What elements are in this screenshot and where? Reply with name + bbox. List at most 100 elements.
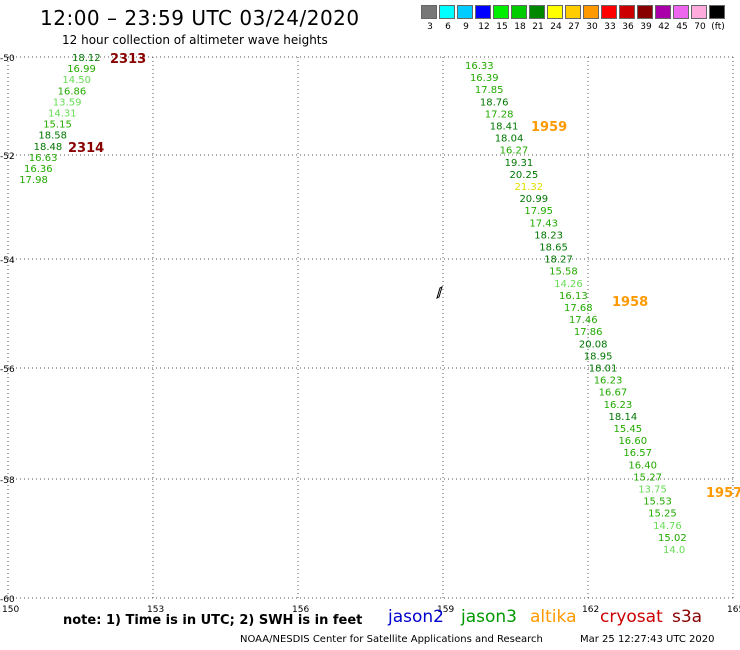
pass-time-label: 1959 bbox=[531, 120, 567, 135]
pass-time-label: 1957 bbox=[706, 486, 740, 501]
scale-label: 9 bbox=[463, 22, 469, 32]
swh-value-label: 16.57 bbox=[623, 448, 652, 459]
legend-s3a: s3a bbox=[672, 607, 703, 627]
scale-label: 39 bbox=[640, 22, 652, 32]
swh-value-label: 18.12 bbox=[72, 53, 101, 64]
scale-label: 30 bbox=[586, 22, 598, 32]
swh-value-label: 14.26 bbox=[554, 279, 583, 290]
scale-label: 12 bbox=[478, 22, 490, 32]
credit-line: NOAA/NESDIS Center for Satellite Applica… bbox=[240, 634, 543, 645]
scale-swatch bbox=[493, 5, 509, 19]
scale-swatch bbox=[421, 5, 437, 19]
swh-value-label: 16.39 bbox=[470, 73, 499, 84]
swh-value-label: 15.25 bbox=[648, 509, 677, 520]
scale-swatch bbox=[547, 5, 563, 19]
scale-swatch bbox=[457, 5, 473, 19]
swh-value-label: 14.0 bbox=[663, 545, 685, 556]
swh-value-label: 18.14 bbox=[609, 412, 638, 423]
swh-value-label: 18.01 bbox=[589, 364, 618, 375]
swh-value-label: 16.67 bbox=[599, 388, 628, 399]
swh-value-label: 18.48 bbox=[34, 142, 63, 153]
island-outline bbox=[436, 286, 443, 299]
scale-swatch bbox=[439, 5, 455, 19]
scale-label: 36 bbox=[622, 22, 634, 32]
scale-label: 70 bbox=[694, 22, 706, 32]
swh-value-label: 18.58 bbox=[38, 131, 67, 142]
swh-value-label: 17.68 bbox=[564, 303, 593, 314]
scale-label: 3 bbox=[427, 22, 433, 32]
scale-swatch bbox=[655, 5, 671, 19]
color-scale-bar bbox=[421, 5, 727, 19]
lat-tick-label: -52 bbox=[0, 152, 15, 162]
lon-tick-label: 150 bbox=[2, 605, 19, 615]
scale-swatch bbox=[637, 5, 653, 19]
lat-tick-label: -58 bbox=[0, 476, 15, 486]
lon-tick-label: 165 bbox=[727, 605, 740, 615]
swh-value-label: 14.31 bbox=[48, 109, 77, 120]
scale-label: 33 bbox=[604, 22, 616, 32]
swh-value-label: 16.33 bbox=[465, 61, 494, 72]
swh-value-label: 18.04 bbox=[495, 134, 524, 145]
pass-time-label: 1958 bbox=[612, 295, 648, 310]
swh-value-label: 16.36 bbox=[24, 164, 53, 175]
swh-value-label: 13.75 bbox=[638, 485, 667, 496]
swh-value-label: 20.99 bbox=[519, 194, 548, 205]
swh-value-label: 15.58 bbox=[549, 267, 578, 278]
legend-cryosat: cryosat bbox=[600, 607, 663, 627]
lon-tick-label: 162 bbox=[582, 605, 599, 615]
lat-tick-label: -60 bbox=[0, 595, 15, 605]
swh-value-label: 19.31 bbox=[505, 158, 534, 169]
scale-swatch bbox=[673, 5, 689, 19]
color-scale-labels: 3 6 9 12 15 18 21 24 27 30 33 36 39 42 45 70 (ft) bbox=[421, 22, 727, 32]
swh-value-label: 17.28 bbox=[485, 109, 514, 120]
swh-value-label: 21.32 bbox=[515, 182, 544, 193]
scale-label: (ft) bbox=[711, 22, 725, 32]
swh-value-label: 18.76 bbox=[480, 97, 509, 108]
swh-value-label: 16.27 bbox=[500, 146, 529, 157]
lat-tick-label: -56 bbox=[0, 365, 15, 375]
swh-value-label: 17.43 bbox=[529, 218, 558, 229]
swh-value-label: 18.27 bbox=[544, 255, 573, 266]
swh-value-label: 16.40 bbox=[628, 460, 657, 471]
lat-tick-label: -50 bbox=[0, 54, 15, 64]
lon-tick-label: 153 bbox=[147, 605, 164, 615]
swh-value-label: 15.15 bbox=[43, 120, 72, 131]
scale-label: 15 bbox=[496, 22, 508, 32]
swh-value-label: 15.27 bbox=[633, 472, 662, 483]
swh-value-label: 20.25 bbox=[510, 170, 539, 181]
swh-value-label: 14.76 bbox=[653, 521, 682, 532]
swh-value-label: 16.99 bbox=[67, 64, 96, 75]
swh-value-label: 20.08 bbox=[579, 339, 608, 350]
swh-value-label: 15.53 bbox=[643, 497, 672, 508]
scale-swatch bbox=[619, 5, 635, 19]
scale-label: 27 bbox=[568, 22, 580, 32]
scale-swatch bbox=[475, 5, 491, 19]
swh-value-label: 18.65 bbox=[539, 243, 568, 254]
page-subtitle: 12 hour collection of altimeter wave hei… bbox=[62, 33, 328, 47]
swh-value-label: 14.50 bbox=[62, 75, 91, 86]
scale-swatch bbox=[691, 5, 707, 19]
swh-value-label: 15.45 bbox=[614, 424, 643, 435]
swh-value-label: 16.23 bbox=[604, 400, 633, 411]
swh-value-label: 17.98 bbox=[19, 175, 48, 186]
pass-time-label: 2314 bbox=[68, 141, 104, 156]
swh-value-label: 16.86 bbox=[58, 86, 87, 97]
scale-swatch bbox=[511, 5, 527, 19]
scale-label: 21 bbox=[532, 22, 544, 32]
scale-label: 24 bbox=[550, 22, 562, 32]
swh-value-label: 17.85 bbox=[475, 85, 504, 96]
swh-value-label: 17.95 bbox=[524, 206, 553, 217]
swh-value-label: 16.63 bbox=[29, 153, 58, 164]
pass-time-label: 2313 bbox=[110, 52, 146, 67]
page-title: 12:00 – 23:59 UTC 03/24/2020 bbox=[40, 6, 360, 30]
legend-jason2: jason2 bbox=[388, 607, 444, 627]
generated-timestamp: Mar 25 12:27:43 UTC 2020 bbox=[580, 634, 715, 645]
legend-altika: altika bbox=[530, 607, 577, 627]
lat-tick-label: -54 bbox=[0, 256, 15, 266]
swh-value-label: 16.60 bbox=[618, 436, 647, 447]
swh-value-label: 17.86 bbox=[574, 327, 603, 338]
lon-tick-label: 159 bbox=[437, 605, 454, 615]
scale-swatch bbox=[709, 5, 725, 19]
swh-value-label: 18.95 bbox=[584, 351, 613, 362]
swh-value-label: 17.46 bbox=[569, 315, 598, 326]
